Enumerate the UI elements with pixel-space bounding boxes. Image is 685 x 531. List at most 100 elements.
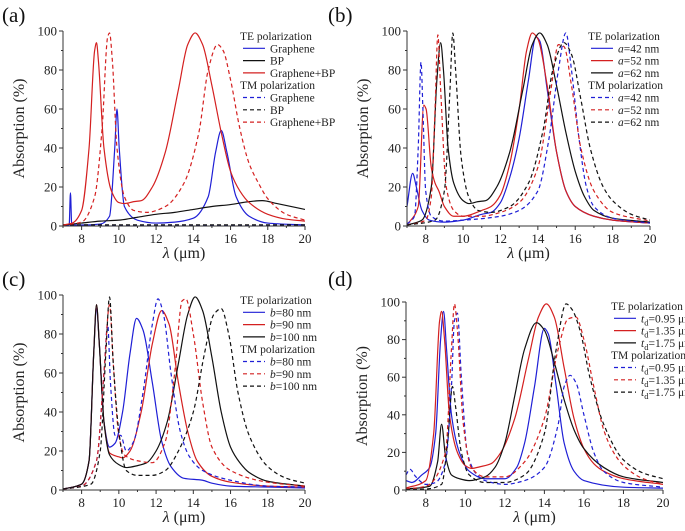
legend-variable: a — [618, 68, 624, 80]
legend-value: =42 nm — [624, 93, 660, 105]
x-tick-label: 16 — [224, 231, 238, 246]
legend-label: a=42 nm — [618, 43, 659, 55]
legend-value: =90 nm — [276, 320, 312, 332]
legend-label: b=100 nm — [270, 381, 317, 393]
y-tick-label: 20 — [44, 444, 57, 459]
legend-group-title: TM polarization — [240, 344, 315, 356]
x-axis-symbol: λ — [506, 245, 514, 262]
y-tick-label: 20 — [388, 180, 401, 195]
series-line-1 — [63, 200, 305, 226]
legend-group-title: TE polarization — [611, 301, 683, 313]
legend-subscript: d — [644, 367, 649, 377]
x-tick-label: 18 — [261, 231, 274, 246]
y-tick-label: 80 — [388, 63, 401, 78]
legend-group-title: TE polarization — [240, 31, 312, 43]
legend-label: a=52 nm — [618, 56, 659, 68]
legend-group-title: TE polarization — [588, 31, 660, 43]
legend-variable: t — [641, 387, 645, 399]
x-tick-label: 12 — [498, 495, 511, 510]
y-tick-label: 80 — [387, 332, 400, 347]
series-line-2 — [63, 296, 305, 490]
legend-label: b=90 nm — [270, 320, 311, 332]
series-line-3 — [63, 298, 305, 490]
legend-label: b=80 nm — [270, 357, 311, 369]
legend-variable: b — [270, 332, 276, 344]
panel-c: (c) 8 10 12 14 16 18 20 0 20 40 60 80 100 Absorption (… — [2, 267, 317, 526]
legend-label: b=90 nm — [270, 369, 311, 381]
panel-a: (a) 8 10 12 14 16 18 20 0 20 40 60 80 100 Absorption (… — [2, 3, 335, 262]
x-tick-label: 16 — [577, 495, 591, 510]
y-tick-label: 80 — [44, 63, 57, 78]
x-tick-label: 10 — [112, 231, 125, 246]
series-group — [63, 32, 305, 226]
legend-variable: t — [641, 338, 645, 350]
y-axis-label: Absorption (%) — [11, 343, 28, 443]
x-tick-label: 12 — [150, 495, 163, 510]
x-axis-label: λ (μm) — [512, 509, 556, 526]
legend-value: =80 nm — [276, 307, 312, 319]
legend-value: =80 nm — [276, 357, 312, 369]
y-tick-label: 60 — [44, 366, 57, 381]
legend-subscript: d — [644, 317, 649, 327]
y-tick-label: 0 — [51, 219, 58, 234]
x-tick-label: 20 — [299, 495, 312, 510]
series-line-5 — [407, 32, 650, 226]
x-axis-symbol: λ — [162, 245, 170, 262]
panel-d: (d) 8 10 12 14 16 18 20 0 20 40 60 80 100 Absorption (… — [328, 267, 685, 526]
panel-label: (c) — [2, 267, 25, 291]
legend-value: =0.95 μm — [648, 363, 685, 375]
legend-variable: a — [618, 56, 624, 68]
x-tick-label: 18 — [261, 495, 274, 510]
x-tick-label: 14 — [187, 231, 201, 246]
legend-value: =42 nm — [624, 43, 660, 55]
series-group — [63, 296, 305, 490]
legend-subscript: d — [644, 330, 649, 340]
legend-value: =0.95 μm — [648, 313, 685, 325]
y-tick-label: 60 — [388, 102, 401, 117]
series-line-2 — [63, 32, 305, 226]
legend-value: =62 nm — [624, 117, 660, 129]
y-tick-label: 40 — [44, 405, 57, 420]
series-line-4 — [406, 303, 663, 490]
x-tick-label: 14 — [538, 495, 552, 510]
legend-variable: b — [270, 320, 276, 332]
legend-label: BP — [270, 105, 284, 117]
x-axis-unit: (μm) — [514, 245, 550, 262]
x-axis-label: λ (μm) — [162, 245, 206, 262]
legend-variable: a — [618, 43, 624, 55]
y-tick-label: 0 — [395, 219, 402, 234]
y-tick-label: 80 — [44, 327, 57, 342]
series-group — [406, 303, 663, 490]
x-tick-label: 10 — [459, 495, 472, 510]
legend-group-title: TM polarization — [588, 80, 663, 92]
x-tick-label: 8 — [422, 231, 429, 246]
series-line-3 — [407, 32, 650, 225]
y-tick-label: 100 — [381, 295, 401, 310]
legend-label: td=0.95 μm — [641, 363, 685, 377]
y-tick-label: 40 — [387, 407, 400, 422]
x-tick-label: 16 — [569, 231, 583, 246]
legend-variable: t — [641, 375, 645, 387]
legend-variable: a — [618, 93, 624, 105]
series-line-5 — [406, 303, 663, 490]
legend-value: =62 nm — [624, 68, 660, 80]
legend-variable: b — [270, 369, 276, 381]
legend-label: Graphene — [270, 93, 315, 105]
x-axis-unit: (μm) — [520, 509, 556, 526]
x-axis-unit: (μm) — [170, 245, 206, 262]
legend-value: =1.35 μm — [648, 326, 685, 338]
x-tick-label: 8 — [423, 495, 430, 510]
legend-variable: b — [270, 381, 276, 393]
legend-group-title: TM polarization — [611, 350, 685, 362]
y-tick-label: 20 — [44, 180, 57, 195]
legend-label: a=62 nm — [618, 117, 659, 129]
legend-value: =1.35 μm — [648, 375, 685, 387]
y-tick-label: 60 — [44, 102, 57, 117]
legend-label: b=100 nm — [270, 332, 317, 344]
panel-label: (b) — [328, 3, 353, 27]
legend-label: BP — [270, 56, 284, 68]
legend-value: =52 nm — [624, 105, 660, 117]
series-line-1 — [407, 32, 650, 226]
